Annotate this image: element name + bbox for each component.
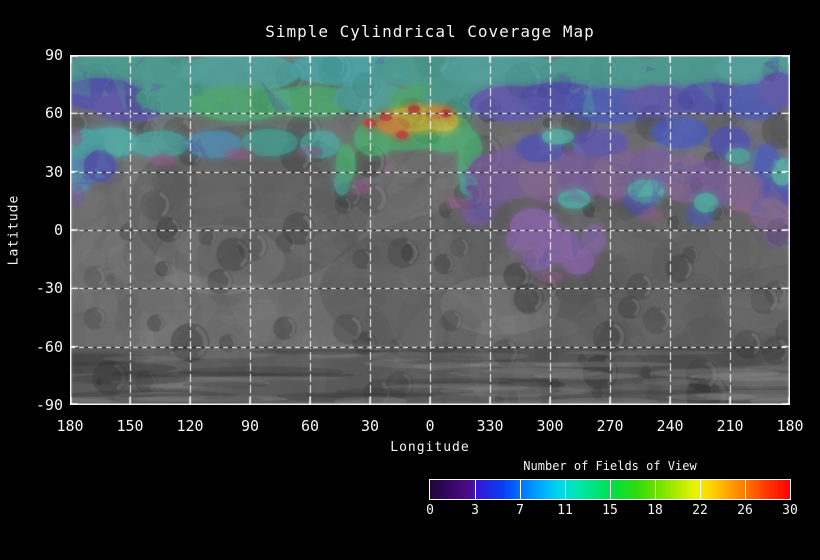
y-tick-label: -60 [35,337,63,356]
colorbar-separator [699,480,701,499]
x-tick-label: 330 [476,417,504,435]
colorbar-tick-label: 26 [737,503,753,518]
colorbar-separator [519,480,521,499]
colorbar-tick-label: 11 [557,503,573,518]
x-tick-label: 180 [56,417,84,435]
x-tick-label: 0 [425,417,435,435]
colorbar-gradient [429,479,791,500]
y-tick-label: -30 [35,279,63,298]
colorbar-tick-label: 22 [692,503,708,518]
x-tick-label: 30 [360,417,380,435]
colorbar-tick-label: 0 [426,503,434,518]
colorbar-tick-label: 18 [647,503,663,518]
colorbar-separator [744,480,746,499]
y-tick-label: 60 [44,104,63,123]
colorbar-separator [564,480,566,499]
x-tick-label: 60 [300,417,320,435]
y-tick-label: 0 [53,221,63,239]
x-tick-label: 120 [176,417,204,435]
colorbar-separator [654,480,656,499]
x-tick-label: 180 [776,417,804,435]
colorbar-separator [474,480,476,499]
x-tick-label: 150 [116,417,144,435]
colorbar-tick-label: 3 [471,503,479,518]
colorbar-tick-label: 7 [516,503,524,518]
colorbar-separator [609,480,611,499]
y-tick-label: -90 [35,396,63,414]
colorbar-tick-label: 15 [602,503,618,518]
x-tick-label: 240 [656,417,684,435]
colorbar-tick-label: 30 [782,503,798,518]
colorbar-title: Number of Fields of View [523,459,697,473]
y-tick-label: 90 [44,46,63,64]
y-tick-label: 30 [44,162,63,181]
plot-area [70,55,790,405]
x-tick-label: 210 [716,417,744,435]
chart-title: Simple Cylindrical Coverage Map [265,22,595,41]
x-axis-title: Longitude [390,440,470,455]
x-tick-label: 300 [536,417,564,435]
x-tick-label: 90 [240,417,260,435]
x-tick-label: 270 [596,417,624,435]
coverage-map-canvas [70,55,790,405]
